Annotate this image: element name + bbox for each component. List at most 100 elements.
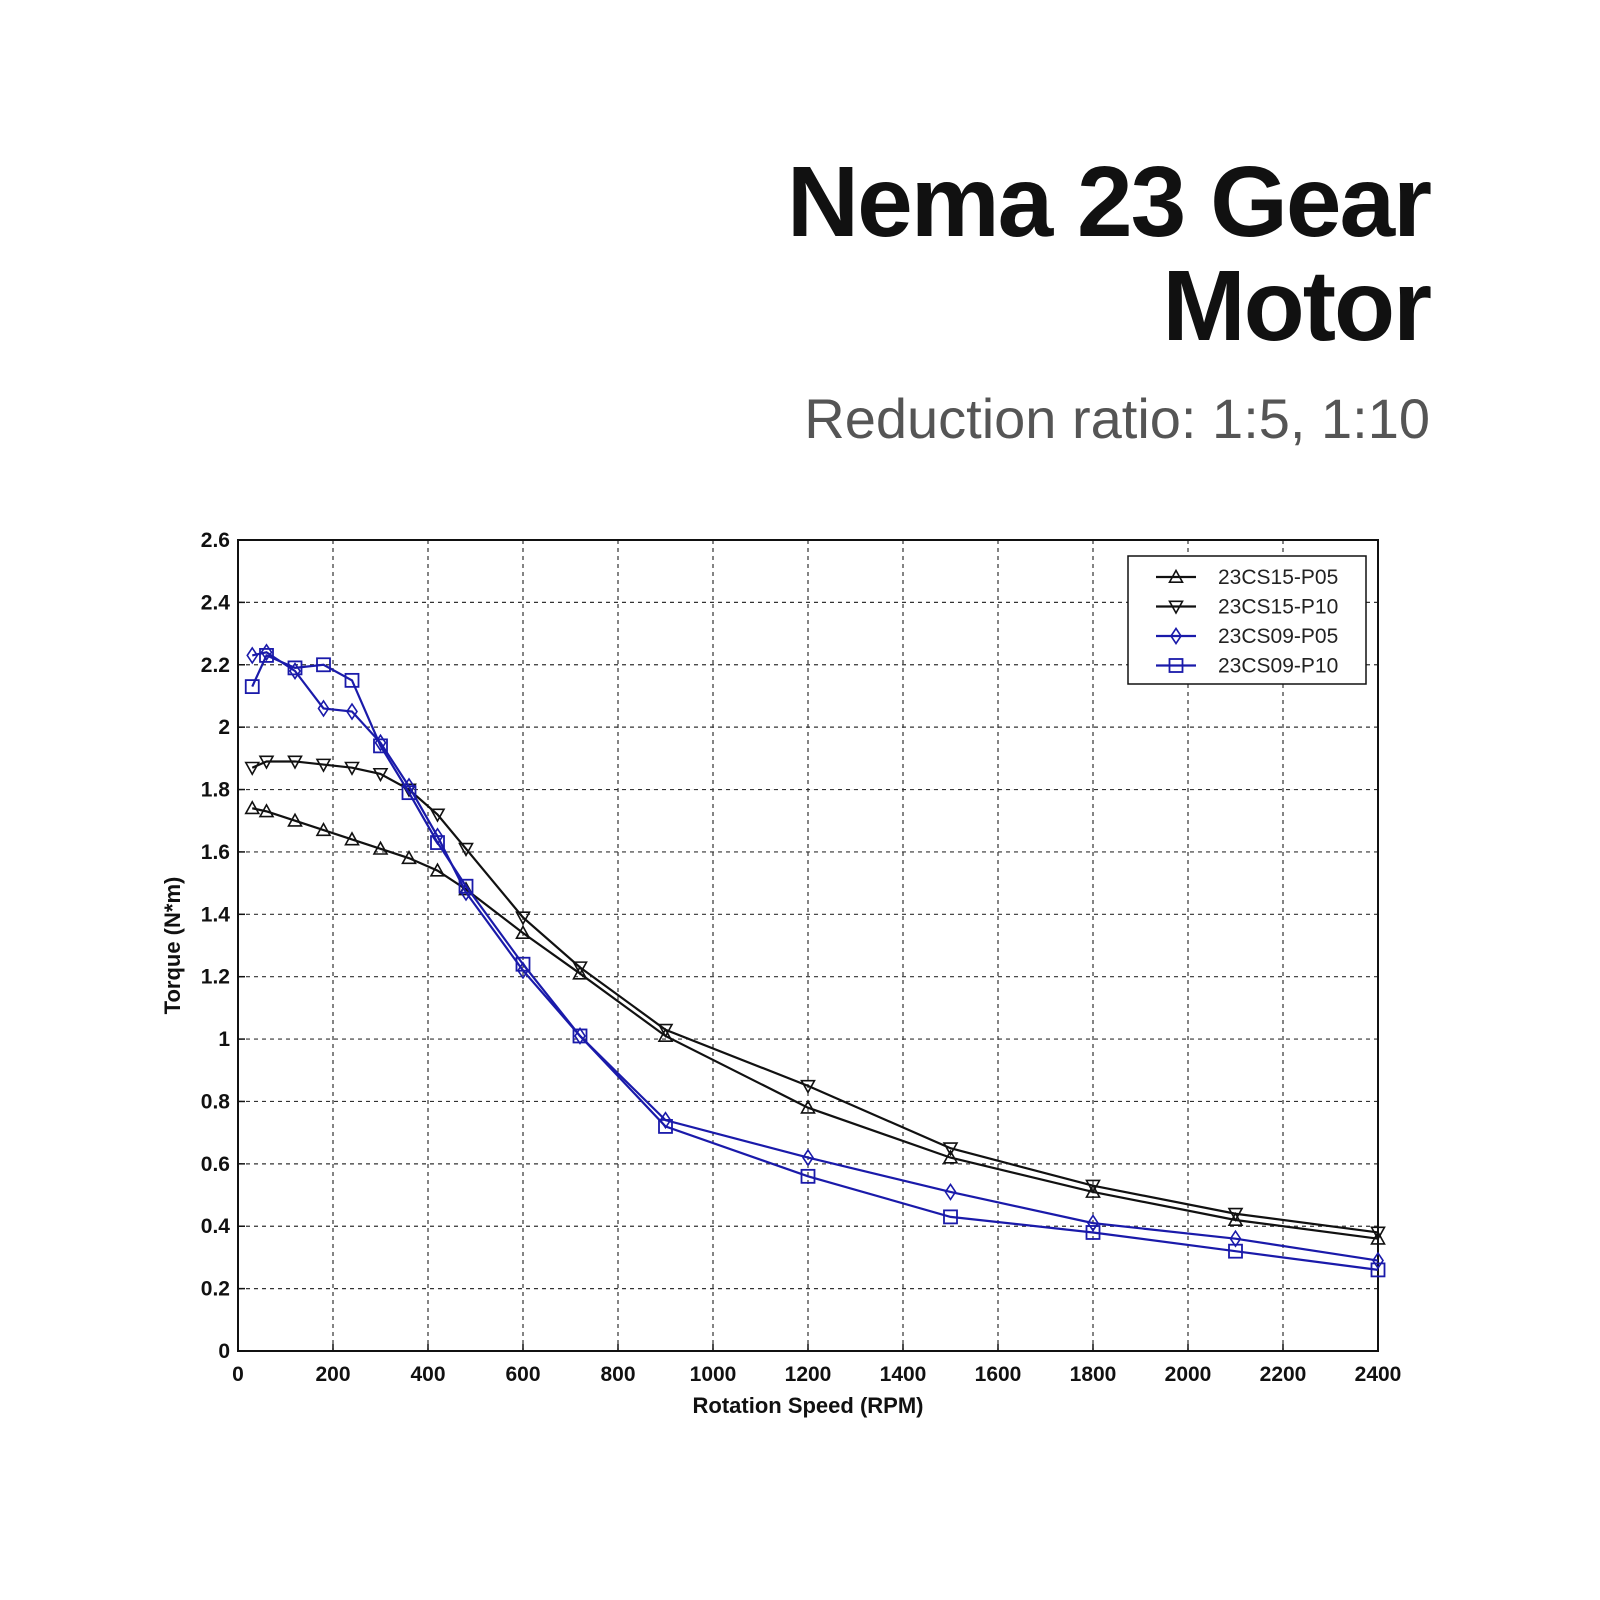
data-point-23CS15-P05	[800, 1099, 816, 1114]
data-point-23CS09-P05	[246, 646, 259, 665]
data-point-23CS09-P10	[943, 1209, 958, 1225]
data-point-23CS15-P10	[258, 755, 275, 770]
y-tick-label: 0.6	[201, 1153, 230, 1176]
data-point-23CS09-P10	[259, 648, 274, 663]
y-tick-label: 0.8	[201, 1090, 231, 1113]
data-point-23CS15-P10	[287, 755, 303, 770]
data-point-23CS09-P10	[1085, 1225, 1101, 1240]
data-point-23CS15-P05	[515, 924, 531, 940]
data-point-23CS09-P10	[244, 679, 260, 695]
x-tick-label: 2000	[1165, 1363, 1212, 1386]
torque-speed-chart: 0 200 400 600 800 1000 1200 1400 1600 1800 2000 220…	[150, 510, 1450, 1470]
x-tick-label: 0	[232, 1363, 244, 1386]
y-tick-label: 1	[218, 1028, 230, 1051]
data-point-23CS09-P10	[430, 835, 445, 850]
y-axis-label: Torque (N*m)	[160, 877, 185, 1015]
data-point-23CS09-P10	[373, 738, 388, 754]
data-point-23CS15-P10	[572, 961, 588, 976]
page-header: Nema 23 Gear Motor Reduction ratio: 1:5,…	[786, 146, 1432, 451]
data-point-23CS09-P05	[659, 1111, 672, 1130]
y-tick-label: 1.8	[201, 779, 231, 802]
y-tick-label: 1.6	[201, 841, 230, 864]
data-point-23CS15-P05	[401, 850, 417, 865]
data-point-23CS15-P05	[657, 1027, 674, 1042]
data-point-23CS15-P05	[429, 862, 446, 877]
data-point-23CS15-P10	[458, 842, 474, 857]
data-point-23CS15-P05	[287, 812, 303, 827]
x-tick-label: 200	[315, 1363, 350, 1386]
data-point-23CS09-P10	[658, 1119, 673, 1134]
data-point-23CS09-P10	[515, 956, 531, 972]
data-point-23CS09-P10	[1228, 1243, 1243, 1259]
data-point-23CS09-P05	[317, 699, 330, 718]
data-point-23CS15-P10	[942, 1142, 959, 1157]
data-point-23CS15-P05	[315, 821, 332, 837]
y-tick-label: 0.4	[201, 1215, 231, 1238]
y-tick-label: 0	[218, 1340, 230, 1363]
legend-marker	[1168, 600, 1184, 615]
legend-marker	[1168, 658, 1184, 673]
data-point-23CS09-P05	[346, 702, 358, 721]
title-line-1: Nema 23 Gear	[786, 146, 1432, 258]
data-point-23CS15-P05	[372, 840, 389, 855]
x-tick-label: 2400	[1355, 1363, 1402, 1386]
data-point-23CS15-P10	[372, 767, 389, 783]
x-tick-label: 1600	[975, 1363, 1022, 1386]
x-tick-label: 600	[505, 1363, 540, 1386]
data-point-23CS15-P10	[244, 761, 261, 776]
x-tick-label: 400	[410, 1363, 445, 1386]
y-tick-label: 2.2	[201, 654, 230, 677]
legend-entry: 23CS09-P10	[1218, 655, 1338, 678]
data-point-23CS15-P10	[515, 911, 531, 926]
data-point-23CS15-P05	[572, 965, 588, 980]
data-point-23CS15-P10	[344, 761, 360, 776]
data-point-23CS15-P10	[315, 758, 332, 773]
x-tick-label: 2200	[1260, 1363, 1307, 1386]
data-point-23CS15-P05	[1370, 1230, 1386, 1245]
data-point-23CS15-P05	[244, 800, 261, 815]
y-tick-label: 0.2	[201, 1278, 230, 1301]
data-point-23CS15-P05	[942, 1149, 959, 1164]
data-point-23CS09-P10	[800, 1168, 816, 1184]
series-line-23CS09-P10	[251, 653, 1379, 1271]
legend-marker	[1170, 627, 1182, 645]
data-point-23CS09-P05	[802, 1148, 814, 1167]
page-subtitle: Reduction ratio: 1:5, 1:10	[804, 387, 1430, 450]
x-tick-label: 1200	[785, 1363, 832, 1386]
data-point-23CS09-P05	[1229, 1229, 1242, 1248]
legend-entry: 23CS15-P05	[1218, 566, 1338, 589]
x-axis-label: Rotation Speed (RPM)	[693, 1393, 924, 1418]
data-point-23CS15-P05	[1227, 1211, 1244, 1226]
data-point-23CS15-P05	[258, 803, 275, 818]
data-point-23CS09-P10	[572, 1028, 588, 1044]
y-tick-label: 2.4	[201, 591, 231, 614]
data-point-23CS09-P05	[1372, 1251, 1384, 1270]
legend-entry: 23CS15-P10	[1218, 596, 1338, 619]
data-point-23CS09-P10	[1370, 1262, 1386, 1278]
data-point-23CS15-P10	[800, 1079, 816, 1095]
y-tick-label: 1.2	[201, 966, 230, 989]
data-point-23CS15-P10	[1085, 1179, 1101, 1194]
x-tick-label: 1000	[690, 1363, 737, 1386]
data-point-23CS09-P10	[401, 785, 417, 801]
series-line-23CS15-P10	[251, 760, 1379, 1234]
legend-marker	[1168, 568, 1184, 583]
data-point-23CS15-P10	[657, 1023, 674, 1038]
y-tick-label: 1.4	[201, 903, 231, 926]
data-point-23CS15-P10	[1370, 1226, 1386, 1241]
data-point-23CS09-P10	[344, 672, 360, 688]
x-tick-label: 1800	[1070, 1363, 1117, 1386]
series-line-23CS15-P05	[252, 807, 1379, 1240]
x-tick-label: 1400	[880, 1363, 927, 1386]
y-tick-label: 2	[218, 716, 230, 739]
data-point-23CS09-P10	[316, 657, 331, 673]
title-line-2: Motor	[1162, 250, 1432, 362]
page-title: Nema 23 Gear Motor	[786, 146, 1432, 362]
legend-entry: 23CS09-P05	[1218, 625, 1338, 648]
data-point-23CS15-P05	[344, 831, 360, 846]
chart-svg: 0 200 400 600 800 1000 1200 1400 1600 1800 2000 220…	[160, 529, 1402, 1418]
data-point-23CS15-P10	[1227, 1207, 1244, 1222]
x-tick-label: 800	[600, 1363, 635, 1386]
data-point-23CS09-P05	[944, 1182, 957, 1201]
y-tick-label: 2.6	[201, 529, 230, 552]
